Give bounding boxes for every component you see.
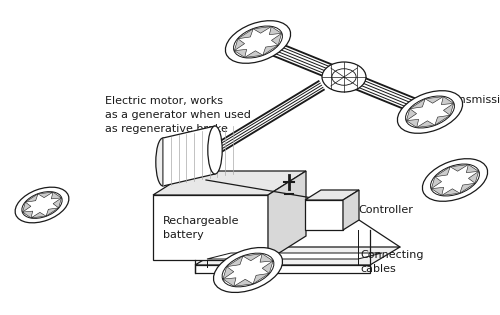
Polygon shape — [234, 39, 244, 51]
Ellipse shape — [430, 164, 480, 196]
Ellipse shape — [208, 126, 222, 174]
Ellipse shape — [156, 138, 170, 186]
Ellipse shape — [226, 21, 290, 63]
Polygon shape — [442, 189, 460, 195]
Polygon shape — [46, 208, 58, 216]
Polygon shape — [425, 97, 444, 103]
Polygon shape — [262, 261, 273, 273]
Polygon shape — [466, 164, 478, 173]
Text: Connecting
cables: Connecting cables — [360, 250, 424, 274]
Text: Electric motor, works
as a generator when used
as regenerative brake: Electric motor, works as a generator whe… — [105, 96, 251, 134]
Polygon shape — [22, 211, 32, 218]
Polygon shape — [52, 192, 62, 199]
Ellipse shape — [398, 91, 462, 133]
Polygon shape — [305, 190, 359, 200]
Polygon shape — [263, 45, 278, 55]
Polygon shape — [343, 190, 359, 230]
Polygon shape — [195, 265, 370, 273]
Polygon shape — [226, 256, 243, 266]
Text: Controller: Controller — [358, 205, 413, 215]
Polygon shape — [253, 273, 270, 284]
Polygon shape — [26, 194, 38, 202]
Polygon shape — [253, 26, 272, 33]
Polygon shape — [243, 254, 262, 261]
Polygon shape — [223, 266, 234, 279]
Polygon shape — [260, 254, 273, 262]
Polygon shape — [406, 109, 416, 121]
Text: Transmission: Transmission — [442, 95, 500, 105]
Polygon shape — [207, 253, 382, 259]
Polygon shape — [163, 126, 215, 186]
Polygon shape — [22, 202, 31, 212]
Polygon shape — [153, 195, 268, 260]
Polygon shape — [444, 103, 454, 115]
Ellipse shape — [406, 96, 454, 128]
Ellipse shape — [15, 187, 69, 223]
Polygon shape — [234, 49, 246, 57]
Polygon shape — [435, 115, 450, 125]
Ellipse shape — [214, 248, 282, 292]
Polygon shape — [442, 97, 454, 105]
Polygon shape — [223, 278, 236, 286]
Polygon shape — [268, 171, 306, 260]
Polygon shape — [238, 29, 253, 39]
Ellipse shape — [322, 62, 366, 92]
Ellipse shape — [234, 26, 282, 58]
Polygon shape — [468, 171, 478, 183]
Polygon shape — [272, 33, 281, 45]
Polygon shape — [195, 247, 400, 265]
Ellipse shape — [22, 192, 62, 218]
Polygon shape — [450, 164, 468, 171]
Polygon shape — [53, 198, 62, 208]
Ellipse shape — [222, 253, 274, 287]
Polygon shape — [153, 171, 306, 195]
Polygon shape — [38, 192, 53, 198]
Text: Rechargeable
battery: Rechargeable battery — [163, 216, 240, 240]
Polygon shape — [460, 183, 475, 193]
Ellipse shape — [422, 159, 488, 201]
Polygon shape — [432, 187, 444, 195]
Polygon shape — [244, 51, 263, 57]
Polygon shape — [305, 200, 343, 230]
Polygon shape — [416, 121, 435, 128]
Polygon shape — [406, 119, 418, 128]
Polygon shape — [432, 177, 442, 189]
Polygon shape — [234, 279, 253, 286]
Polygon shape — [270, 26, 281, 35]
Polygon shape — [31, 212, 46, 218]
Polygon shape — [435, 167, 450, 177]
Polygon shape — [410, 99, 425, 109]
